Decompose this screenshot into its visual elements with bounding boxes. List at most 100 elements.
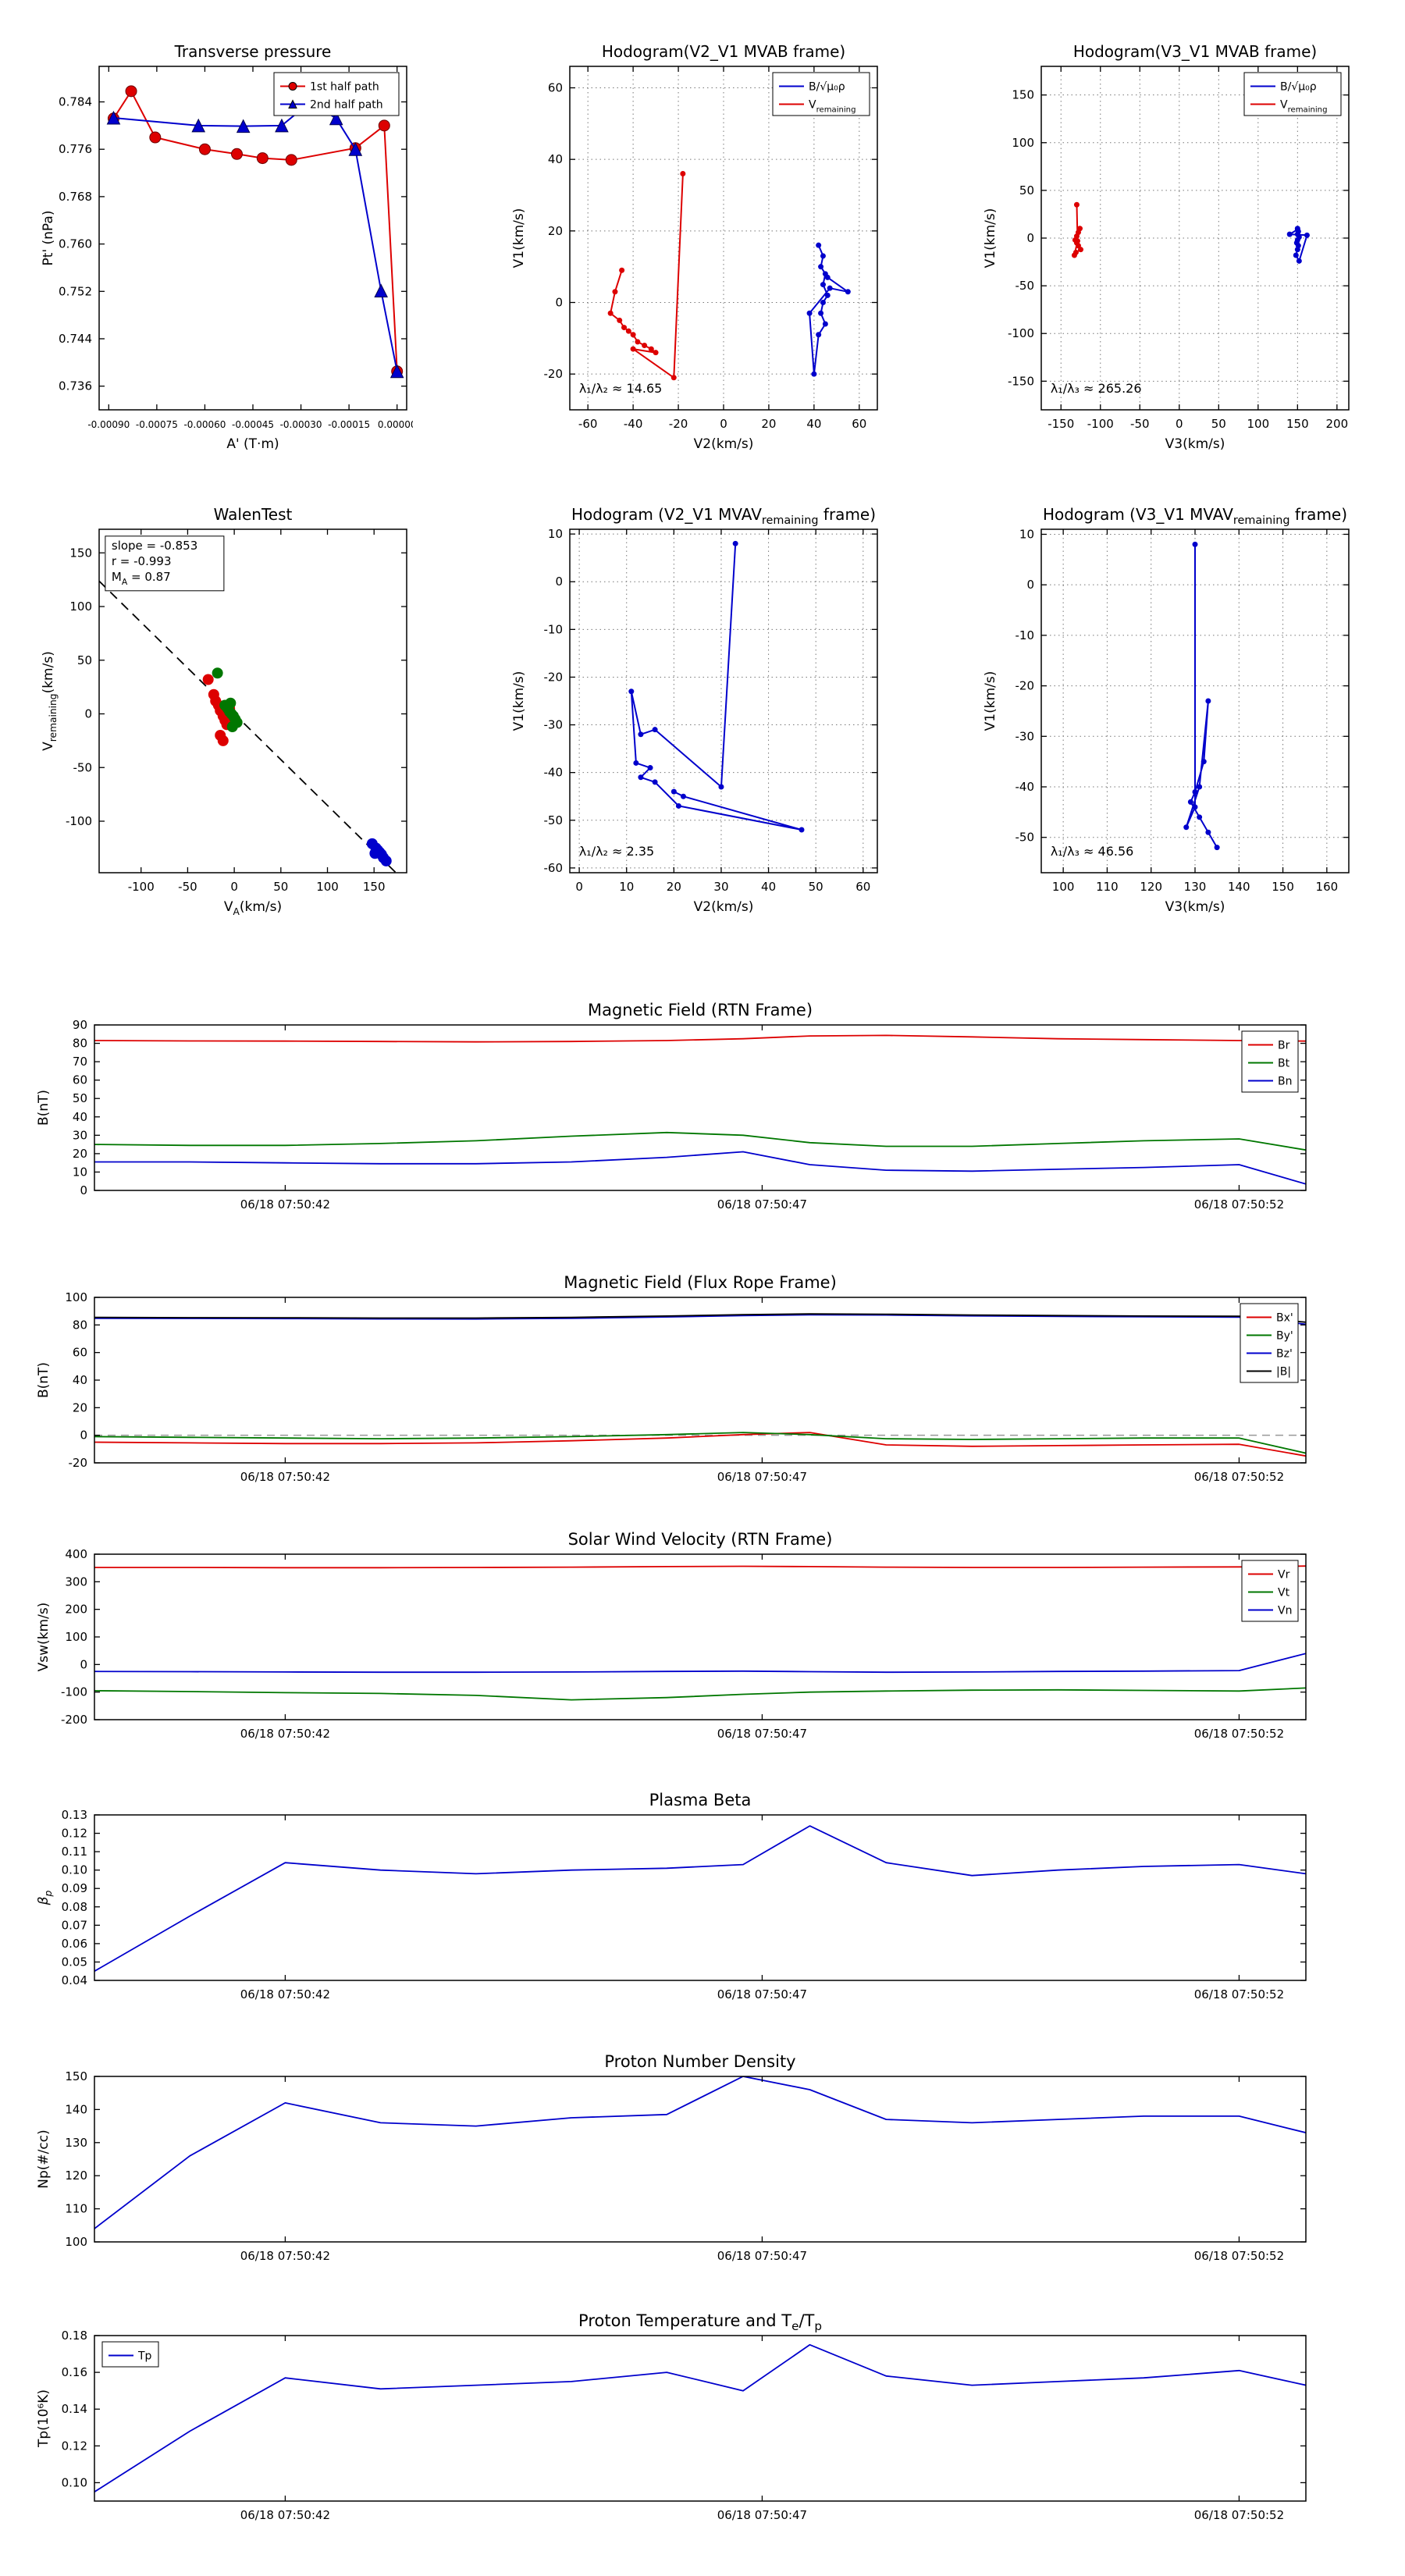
svg-text:-30: -30: [544, 718, 564, 732]
svg-text:Bn: Bn: [1278, 1076, 1292, 1088]
svg-text:20: 20: [73, 1147, 87, 1161]
svg-text:0.05: 0.05: [62, 1955, 87, 1969]
svg-text:slope = -0.853: slope = -0.853: [112, 539, 197, 553]
chart-transverse-pressure: -0.00090 -0.00075 -0.00060 -0.00045 -0.00030…: [38, 41, 413, 455]
chart-magnetic-field-flux-rope: 06/18 07:50:42 06/18 07:50:47 06/18 07:50:…: [0, 1266, 1405, 1494]
svg-text:-50: -50: [1130, 417, 1150, 431]
svg-text:0.10: 0.10: [62, 1863, 87, 1877]
svg-text:-40: -40: [1016, 780, 1035, 794]
svg-text:λ₁/λ₃ ≈ 265.26: λ₁/λ₃ ≈ 265.26: [1051, 381, 1142, 396]
svg-text:Hodogram(V2_V1 MVAB frame): Hodogram(V2_V1 MVAB frame): [602, 42, 845, 61]
svg-text:20: 20: [548, 224, 563, 238]
svg-text:WalenTest: WalenTest: [214, 505, 293, 524]
svg-text:Vremaining​(km/s): Vremaining​(km/s): [41, 651, 59, 751]
svg-text:-50: -50: [178, 880, 197, 894]
svg-text:0: 0: [575, 880, 583, 894]
svg-text:-0.00030: -0.00030: [280, 419, 322, 430]
svg-text:0.13: 0.13: [62, 1808, 87, 1822]
svg-text:-0.00090: -0.00090: [87, 419, 130, 430]
svg-text:Magnetic Field (RTN Frame): Magnetic Field (RTN Frame): [588, 1001, 813, 1019]
svg-text:10: 10: [1019, 527, 1034, 541]
svg-text:50: 50: [1019, 183, 1034, 197]
svg-text:06/18 07:50:42: 06/18 07:50:42: [240, 1987, 330, 2001]
svg-text:Bx': Bx': [1276, 1312, 1293, 1325]
svg-text:-50: -50: [73, 760, 93, 774]
svg-text:Hodogram (V3_V1 MVAVremaining​: Hodogram (V3_V1 MVAVremaining​ frame): [1043, 505, 1347, 527]
svg-text:0: 0: [84, 707, 92, 721]
svg-text:Bt: Bt: [1278, 1058, 1290, 1070]
svg-text:130: 130: [65, 2136, 87, 2150]
svg-text:0.11: 0.11: [62, 1845, 87, 1859]
svg-text:100: 100: [65, 1630, 87, 1644]
chart-hodogram-v3v1-mvab: -150 -100 -50 0 50 100 150 200 -150 -100 -50 0 50 100…: [980, 41, 1355, 455]
svg-text:06/18 07:50:52: 06/18 07:50:52: [1194, 1727, 1284, 1741]
svg-text:0.09: 0.09: [62, 1881, 87, 1895]
svg-text:-200: -200: [61, 1713, 87, 1727]
svg-text:60: 60: [73, 1346, 87, 1360]
svg-text:0: 0: [555, 575, 563, 589]
svg-text:0: 0: [1026, 578, 1034, 592]
svg-text:0.08: 0.08: [62, 1900, 87, 1914]
svg-text:130: 130: [1184, 880, 1207, 894]
svg-text:06/18 07:50:47: 06/18 07:50:47: [717, 1987, 807, 2001]
svg-text:40: 40: [548, 152, 563, 166]
svg-text:-20: -20: [1016, 679, 1035, 693]
svg-text:06/18 07:50:52: 06/18 07:50:52: [1194, 1470, 1284, 1484]
svg-text:-0.00075: -0.00075: [136, 419, 178, 430]
svg-text:150: 150: [363, 880, 386, 894]
svg-text:r = -0.993: r = -0.993: [112, 554, 172, 568]
svg-text:MA​ = 0.87: MA​ = 0.87: [112, 570, 171, 587]
svg-text:-150: -150: [1048, 417, 1074, 431]
svg-text:06/18 07:50:52: 06/18 07:50:52: [1194, 2508, 1284, 2522]
svg-text:-60: -60: [578, 417, 598, 431]
svg-text:150: 150: [1286, 417, 1309, 431]
svg-text:λ₁/λ₂ ≈ 14.65: λ₁/λ₂ ≈ 14.65: [579, 381, 663, 396]
chart-hodogram-v3v1-mvav: 100 110 120 130 140 150 160 -50 -40 -30 -20 -10 0 10 H…: [980, 504, 1355, 918]
svg-text:V1(km/s): V1(km/s): [983, 208, 998, 269]
svg-text:110: 110: [65, 2202, 87, 2216]
svg-text:0.744: 0.744: [59, 332, 92, 346]
svg-text:-50: -50: [1016, 831, 1035, 845]
svg-text:06/18 07:50:52: 06/18 07:50:52: [1194, 1987, 1284, 2001]
svg-text:B/√μ₀ρ: B/√μ₀ρ: [809, 81, 845, 94]
svg-text:06/18 07:50:42: 06/18 07:50:42: [240, 2508, 330, 2522]
svg-text:-20: -20: [544, 367, 564, 381]
svg-text:100: 100: [1012, 136, 1034, 150]
svg-text:40: 40: [73, 1110, 87, 1124]
chart-proton-number-density: 06/18 07:50:42 06/18 07:50:47 06/18 07:50:…: [0, 2045, 1405, 2273]
svg-text:Hodogram(V3_V1 MVAB frame): Hodogram(V3_V1 MVAB frame): [1073, 42, 1317, 61]
svg-text:B(nT): B(nT): [36, 1090, 52, 1126]
svg-text:60: 60: [855, 880, 870, 894]
svg-text:λ₁/λ₃ ≈ 46.56: λ₁/λ₃ ≈ 46.56: [1051, 844, 1134, 859]
svg-text:0.07: 0.07: [62, 1918, 87, 1932]
svg-text:150: 150: [1012, 88, 1034, 102]
svg-text:-20: -20: [669, 417, 688, 431]
svg-text:50: 50: [1211, 417, 1226, 431]
svg-text:06/18 07:50:52: 06/18 07:50:52: [1194, 1197, 1284, 1212]
svg-text:10: 10: [619, 880, 634, 894]
svg-text:0: 0: [555, 296, 563, 310]
svg-text:Plasma Beta: Plasma Beta: [649, 1791, 752, 1809]
svg-text:Transverse pressure: Transverse pressure: [174, 42, 332, 61]
svg-text:Vn: Vn: [1278, 1605, 1292, 1617]
svg-text:Vremaining​: Vremaining​: [809, 99, 855, 115]
chart-plasma-beta: 06/18 07:50:42 06/18 07:50:47 06/18 07:50:…: [0, 1784, 1405, 2012]
svg-text:-20: -20: [544, 670, 564, 684]
svg-text:Vt: Vt: [1278, 1587, 1290, 1599]
svg-text:0.776: 0.776: [59, 142, 92, 156]
svg-text:B/√μ₀ρ: B/√μ₀ρ: [1280, 81, 1317, 94]
svg-text:100: 100: [69, 600, 92, 614]
svg-text:200: 200: [65, 1603, 87, 1617]
svg-text:0: 0: [1176, 417, 1183, 431]
svg-text:-100: -100: [66, 814, 92, 828]
svg-text:-100: -100: [61, 1685, 87, 1699]
svg-text:V3(km/s): V3(km/s): [1165, 899, 1225, 915]
svg-text:0: 0: [720, 417, 727, 431]
svg-text:Tp(10⁶K): Tp(10⁶K): [36, 2389, 52, 2448]
svg-text:-40: -40: [544, 766, 564, 780]
svg-text:V1(km/s): V1(km/s): [983, 671, 998, 731]
svg-text:-40: -40: [624, 417, 643, 431]
svg-text:Vremaining​: Vremaining​: [1280, 99, 1327, 115]
svg-text:100: 100: [65, 2235, 87, 2249]
svg-text:V2(km/s): V2(km/s): [694, 899, 754, 915]
